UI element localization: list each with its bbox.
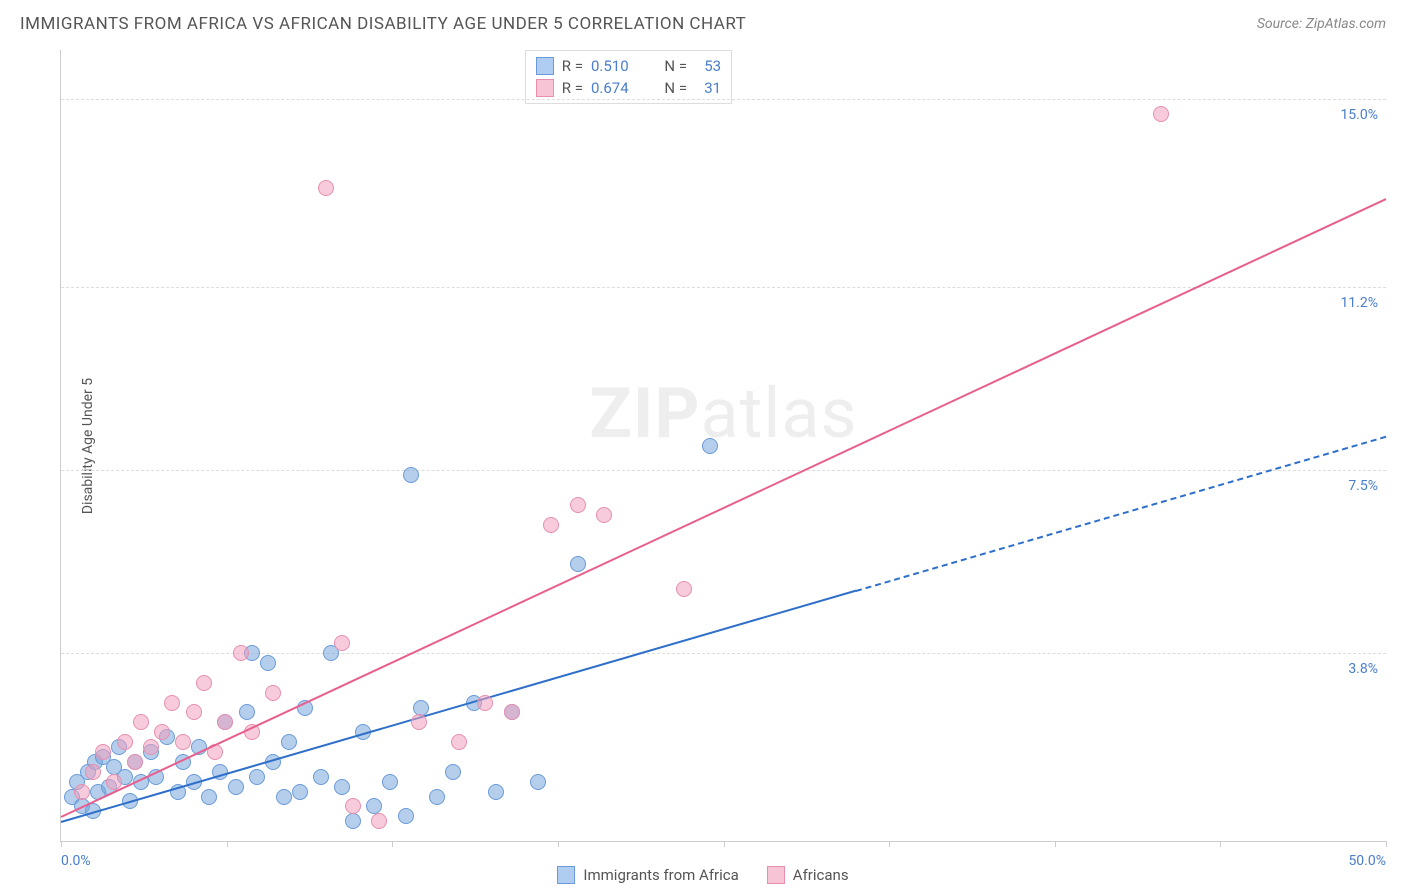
data-point — [175, 734, 191, 750]
data-point — [1153, 106, 1169, 122]
x-tick — [1386, 841, 1387, 847]
legend-swatch — [536, 79, 554, 97]
x-tick — [1220, 841, 1221, 847]
data-point — [217, 714, 233, 730]
data-point — [281, 734, 297, 750]
data-point — [398, 808, 414, 824]
data-point — [74, 784, 90, 800]
data-point — [445, 764, 461, 780]
trend-line — [61, 590, 857, 823]
source-attribution: Source: ZipAtlas.com — [1257, 16, 1386, 32]
legend-swatch — [767, 866, 785, 884]
data-point — [186, 704, 202, 720]
x-tick — [724, 841, 725, 847]
y-tick-label: 11.2% — [1340, 295, 1378, 311]
data-point — [85, 764, 101, 780]
data-point — [451, 734, 467, 750]
x-tick — [1055, 841, 1056, 847]
data-point — [233, 645, 249, 661]
data-point — [143, 739, 159, 755]
data-point — [292, 784, 308, 800]
plot-area: ZIPatlas R = 0.510 N = 53R = 0.674 N = 3… — [60, 50, 1386, 842]
chart-container: Disability Age Under 5 ZIPatlas R = 0.51… — [50, 50, 1386, 842]
data-point — [260, 655, 276, 671]
data-point — [334, 779, 350, 795]
x-tick — [558, 841, 559, 847]
data-point — [313, 769, 329, 785]
x-tick — [392, 841, 393, 847]
data-point — [366, 798, 382, 814]
y-tick-label: 7.5% — [1348, 478, 1378, 494]
data-point — [413, 700, 429, 716]
data-point — [570, 497, 586, 513]
data-point — [504, 704, 520, 720]
legend-item: Africans — [767, 866, 849, 884]
x-tick — [61, 841, 62, 847]
data-point — [345, 813, 361, 829]
data-point — [429, 789, 445, 805]
data-point — [488, 784, 504, 800]
data-point — [318, 180, 334, 196]
data-point — [411, 714, 427, 730]
data-point — [403, 467, 419, 483]
data-point — [371, 813, 387, 829]
data-point — [265, 685, 281, 701]
data-point — [345, 798, 361, 814]
data-point — [117, 734, 133, 750]
data-point — [676, 581, 692, 597]
correlation-legend: R = 0.510 N = 53R = 0.674 N = 31 — [525, 50, 732, 104]
legend-item: Immigrants from Africa — [557, 866, 738, 884]
legend-row: R = 0.510 N = 53 — [536, 55, 721, 77]
chart-title: IMMIGRANTS FROM AFRICA VS AFRICAN DISABI… — [20, 14, 746, 34]
data-point — [154, 724, 170, 740]
data-point — [201, 789, 217, 805]
data-point — [276, 789, 292, 805]
data-point — [570, 556, 586, 572]
data-point — [133, 714, 149, 730]
data-point — [543, 517, 559, 533]
data-point — [196, 675, 212, 691]
gridline — [61, 287, 1386, 288]
data-point — [596, 507, 612, 523]
legend-swatch — [557, 866, 575, 884]
data-point — [334, 635, 350, 651]
gridline — [61, 470, 1386, 471]
data-point — [239, 704, 255, 720]
gridline — [61, 99, 1386, 100]
data-point — [95, 744, 111, 760]
legend-row: R = 0.674 N = 31 — [536, 77, 721, 99]
trend-line-dashed — [856, 436, 1387, 592]
data-point — [382, 774, 398, 790]
data-point — [228, 779, 244, 795]
series-legend: Immigrants from Africa Africans — [0, 866, 1406, 884]
legend-swatch — [536, 57, 554, 75]
watermark: ZIPatlas — [589, 373, 857, 455]
data-point — [164, 695, 180, 711]
data-point — [530, 774, 546, 790]
y-tick-label: 15.0% — [1340, 107, 1378, 123]
trend-line — [61, 198, 1387, 818]
x-tick — [889, 841, 890, 847]
data-point — [702, 438, 718, 454]
y-tick-label: 3.8% — [1348, 661, 1378, 677]
data-point — [477, 695, 493, 711]
x-tick — [227, 841, 228, 847]
data-point — [249, 769, 265, 785]
data-point — [127, 754, 143, 770]
